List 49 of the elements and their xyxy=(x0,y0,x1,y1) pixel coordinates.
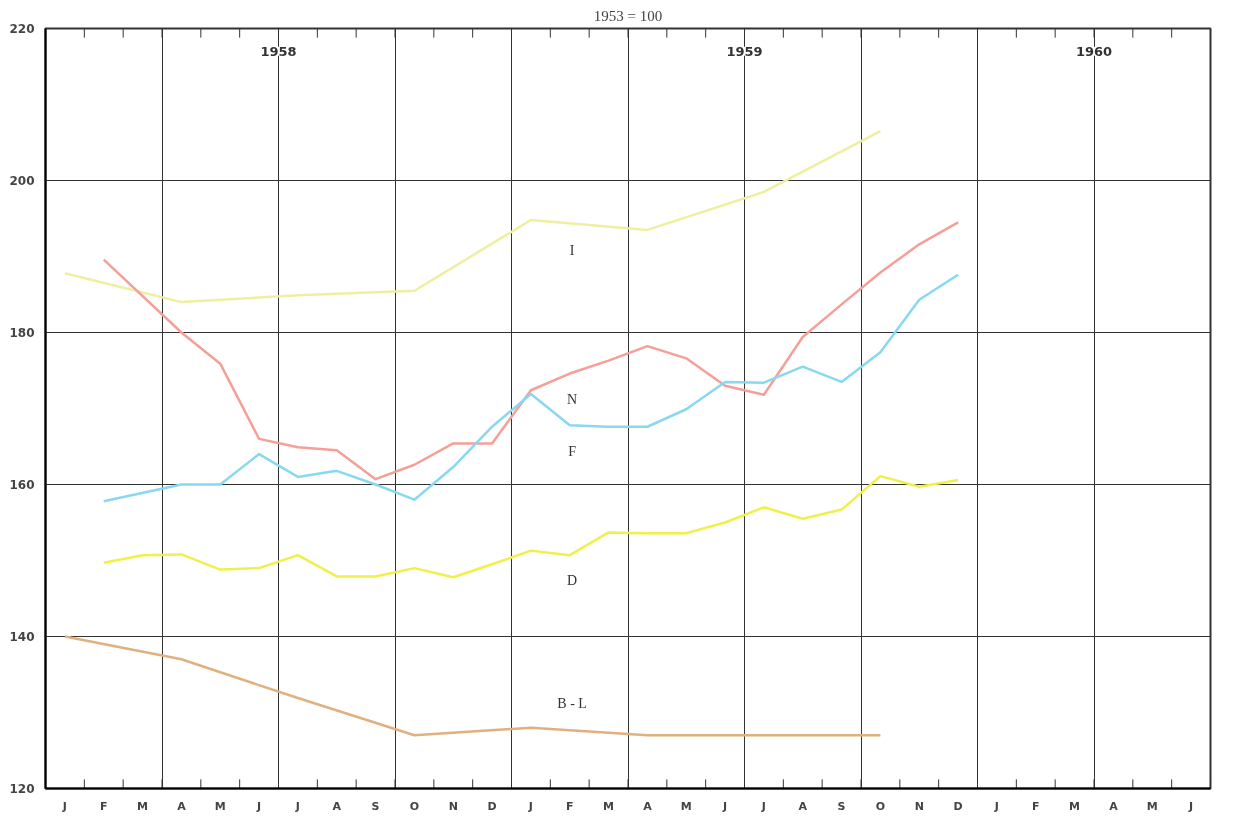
x-tick-label: D xyxy=(953,799,963,813)
x-tick-label: M xyxy=(214,799,226,813)
x-tick-label: M xyxy=(603,799,615,813)
series-label: B - L xyxy=(557,696,587,712)
x-tick-label: J xyxy=(61,799,67,813)
x-tick-label: J xyxy=(294,799,300,813)
x-tick-label: J xyxy=(993,799,999,813)
x-tick-label: J xyxy=(256,799,262,813)
x-tick-label: D xyxy=(487,799,497,813)
series-label: I xyxy=(569,242,575,258)
x-tick-label: N xyxy=(448,799,458,813)
y-tick-label: 140 xyxy=(9,630,35,644)
line-series xyxy=(102,273,960,503)
x-tick-label: O xyxy=(409,799,420,813)
x-tick-label: O xyxy=(875,799,886,813)
y-tick-label: 120 xyxy=(9,782,35,796)
annotation: 1959 xyxy=(726,43,763,59)
x-tick-label: J xyxy=(760,799,766,813)
x-tick-label: F xyxy=(1031,799,1040,813)
x-tick-label: J xyxy=(1188,799,1194,813)
x-tick-label: A xyxy=(332,799,342,813)
x-tick-label: J xyxy=(527,799,533,813)
x-tick-label: M xyxy=(137,799,149,813)
series-label: F xyxy=(568,444,577,460)
y-tick-label: 180 xyxy=(9,326,35,340)
chart-title: 1953 = 100 xyxy=(593,7,663,24)
line-series xyxy=(63,635,882,737)
x-tick-label: A xyxy=(798,799,808,813)
x-tick-label: F xyxy=(565,799,574,813)
x-tick-label: M xyxy=(680,799,692,813)
x-tick-label: F xyxy=(99,799,108,813)
series-label: D xyxy=(567,572,578,588)
x-tick-label: S xyxy=(837,799,846,813)
x-tick-label: A xyxy=(1109,799,1119,813)
x-tick-label: J xyxy=(722,799,728,813)
annotation: 1958 xyxy=(260,43,297,59)
series-label: N xyxy=(567,391,578,407)
x-tick-label: S xyxy=(371,799,380,813)
y-tick-label: 200 xyxy=(9,174,35,188)
line-series xyxy=(102,221,960,481)
y-tick-label: 220 xyxy=(9,22,35,36)
x-tick-label: A xyxy=(643,799,653,813)
y-tick-label: 160 xyxy=(9,478,35,492)
x-tick-label: N xyxy=(914,799,924,813)
x-tick-label: M xyxy=(1146,799,1158,813)
x-tick-label: A xyxy=(177,799,187,813)
x-tick-label: M xyxy=(1069,799,1081,813)
annotation: 1960 xyxy=(1075,43,1113,59)
line-series xyxy=(63,129,882,304)
